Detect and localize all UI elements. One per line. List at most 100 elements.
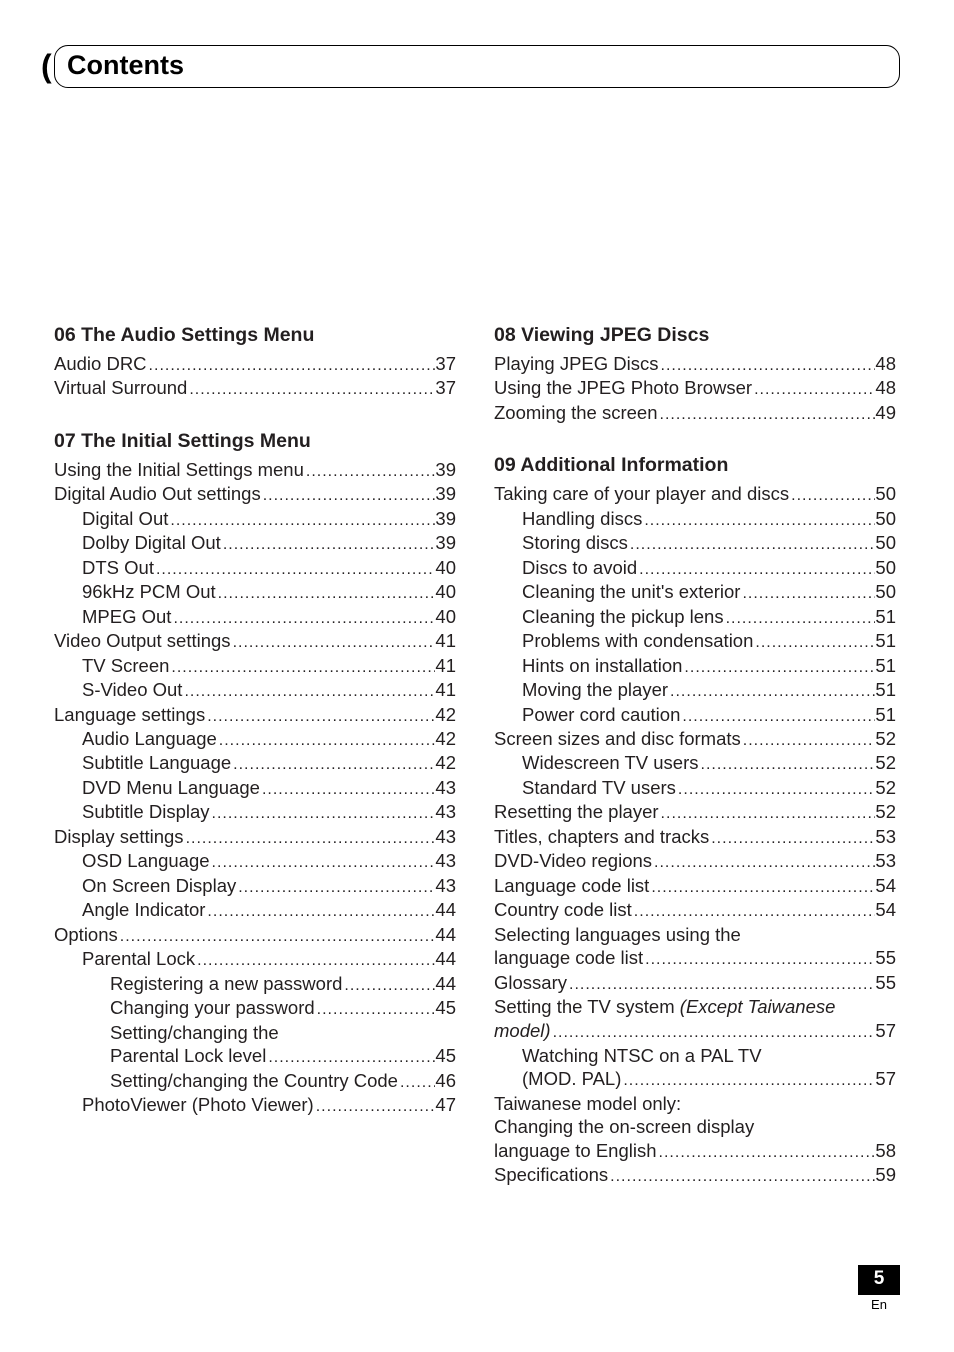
toc-page: 42 [435, 751, 456, 775]
toc-leader-dots [699, 751, 876, 775]
toc-label: Hints on installation [522, 654, 682, 678]
toc-row: Problems with condensation51 [494, 629, 896, 653]
toc-leader-dots [261, 482, 436, 506]
section-08-head: 08 Viewing JPEG Discs [494, 323, 896, 348]
toc-page: 43 [435, 776, 456, 800]
toc-label: Registering a new password [110, 972, 342, 996]
toc-page: 43 [435, 800, 456, 824]
toc-row: Resetting the player52 [494, 800, 896, 824]
toc-page: 52 [875, 776, 896, 800]
page-title: Contents [67, 50, 887, 81]
toc-row: Storing discs50 [494, 531, 896, 555]
toc-page: 48 [875, 376, 896, 400]
toc-label: Parental Lock [82, 947, 195, 971]
toc-label: Discs to avoid [522, 556, 637, 580]
left-column: 06 The Audio Settings Menu Audio DRC37Vi… [54, 323, 456, 1188]
toc-label: Problems with condensation [522, 629, 753, 653]
toc-page: 41 [435, 678, 456, 702]
toc-page: 39 [435, 507, 456, 531]
toc-row: Using the Initial Settings menu 39 [54, 458, 456, 482]
toc-leader-dots [171, 605, 435, 629]
title-container: ( Contents [54, 45, 900, 88]
toc-row: Power cord caution 51 [494, 703, 896, 727]
toc-page: 39 [435, 458, 456, 482]
toc-leader-dots [709, 825, 875, 849]
toc-row: Language code list54 [494, 874, 896, 898]
toc-leader-dots [314, 1093, 436, 1117]
toc-row: MPEG Out40 [54, 605, 456, 629]
toc-row: Cleaning the unit's exterior50 [494, 580, 896, 604]
toc-leader-dots [147, 352, 436, 376]
toc-row: S-Video Out41 [54, 678, 456, 702]
toc-leader-dots [260, 776, 435, 800]
toc-label: Parental Lock level [110, 1044, 266, 1068]
toc-label: Setting/changing the Country Code [110, 1069, 398, 1093]
toc-leader-dots [184, 825, 436, 849]
toc-label: Digital Out [82, 507, 168, 531]
toc-page: 39 [435, 531, 456, 555]
toc-page: 51 [875, 703, 896, 727]
toc-leader-dots [231, 629, 436, 653]
toc-page: 37 [435, 376, 456, 400]
toc-leader-dots [659, 800, 876, 824]
toc-row: Moving the player51 [494, 678, 896, 702]
toc-label: Options [54, 923, 118, 947]
toc-row: Taiwanese model only: [494, 1092, 896, 1116]
toc-leader-dots [659, 352, 876, 376]
toc-page: 57 [875, 1067, 896, 1091]
toc-leader-dots [608, 1163, 875, 1187]
toc-leader-dots [236, 874, 435, 898]
toc-page: 42 [435, 727, 456, 751]
toc-label: DVD Menu Language [82, 776, 260, 800]
toc-label: Cleaning the pickup lens [522, 605, 724, 629]
toc-page: 51 [875, 654, 896, 678]
toc-label: Cleaning the unit's exterior [522, 580, 740, 604]
toc-page: 55 [875, 971, 896, 995]
toc-leader-dots [169, 654, 435, 678]
toc-leader-dots [187, 376, 435, 400]
toc-row: Subtitle Language 42 [54, 751, 456, 775]
toc-label: Power cord caution [522, 703, 680, 727]
toc-row: DVD Menu Language 43 [54, 776, 456, 800]
toc-leader-dots [621, 1067, 875, 1091]
toc-leader-dots [682, 654, 875, 678]
toc-leader-dots [632, 898, 876, 922]
toc-label: Subtitle Display [82, 800, 210, 824]
toc-row: Glossary55 [494, 971, 896, 995]
toc-label: MPEG Out [82, 605, 171, 629]
toc-page: 42 [435, 703, 456, 727]
toc-leader-dots [753, 629, 875, 653]
toc-label: language code list [494, 946, 643, 970]
toc-row: Virtual Surround37 [54, 376, 456, 400]
toc-page: 52 [875, 800, 896, 824]
toc-label: PhotoViewer (Photo Viewer) [82, 1093, 314, 1117]
toc-page: 51 [875, 605, 896, 629]
toc-leader-dots [740, 580, 875, 604]
toc-row: Video Output settings41 [54, 629, 456, 653]
toc-leader-dots [643, 946, 875, 970]
toc-label: Video Output settings [54, 629, 231, 653]
toc-row: Audio DRC37 [54, 352, 456, 376]
toc-label: Using the Initial Settings menu [54, 458, 304, 482]
toc-label: Specifications [494, 1163, 608, 1187]
toc-leader-dots [118, 923, 436, 947]
toc-label: 96kHz PCM Out [82, 580, 216, 604]
toc-row: Audio Language42 [54, 727, 456, 751]
toc-leader-dots [221, 531, 436, 555]
toc-page: 44 [435, 923, 456, 947]
toc-leader-dots [210, 849, 436, 873]
section-07-list: Using the Initial Settings menu 39 Digital… [54, 458, 456, 1118]
toc-row: PhotoViewer (Photo Viewer)47 [54, 1093, 456, 1117]
page-language: En [858, 1297, 900, 1312]
toc-row: Changing your password45 [54, 996, 456, 1020]
toc-leader-dots [205, 703, 435, 727]
toc-row: language to English58 [494, 1139, 896, 1163]
toc-leader-dots [628, 531, 876, 555]
toc-leader-dots [752, 376, 875, 400]
toc-label: Subtitle Language [82, 751, 231, 775]
toc-label: Taiwanese model only: [494, 1092, 681, 1116]
toc-leader-dots [652, 849, 875, 873]
toc-label: Screen sizes and disc formats [494, 727, 741, 751]
toc-page: 50 [875, 482, 896, 506]
toc-row: Playing JPEG Discs48 [494, 352, 896, 376]
